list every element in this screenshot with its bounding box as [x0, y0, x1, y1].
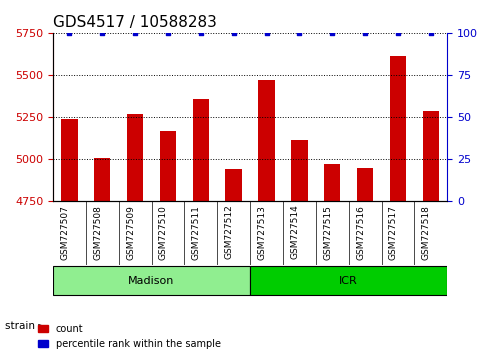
Bar [324, 164, 341, 201]
Text: GSM727517: GSM727517 [389, 205, 398, 259]
Bar [357, 168, 373, 201]
Point [263, 30, 271, 35]
Text: GSM727512: GSM727512 [225, 205, 234, 259]
Bar [423, 111, 439, 201]
Point [427, 30, 435, 35]
Point [197, 30, 205, 35]
Text: GSM727516: GSM727516 [356, 205, 365, 259]
Text: ICR: ICR [339, 276, 358, 286]
FancyBboxPatch shape [250, 267, 447, 295]
Bar [193, 99, 209, 201]
Point [328, 30, 336, 35]
Bar [61, 119, 77, 201]
Point [164, 30, 172, 35]
Text: GSM727507: GSM727507 [61, 205, 70, 259]
Text: GSM727515: GSM727515 [323, 205, 332, 259]
Text: Madison: Madison [128, 276, 175, 286]
Point [98, 30, 106, 35]
Text: GSM727509: GSM727509 [126, 205, 135, 259]
Bar [160, 131, 176, 201]
Bar [390, 56, 406, 201]
Text: GSM727510: GSM727510 [159, 205, 168, 259]
Text: GDS4517 / 10588283: GDS4517 / 10588283 [53, 15, 217, 30]
Bar [127, 114, 143, 201]
Legend: count, percentile rank within the sample: count, percentile rank within the sample [35, 320, 225, 353]
Bar [291, 140, 308, 201]
Point [131, 30, 139, 35]
Text: strain ►: strain ► [5, 321, 46, 331]
Bar [94, 158, 110, 201]
Point [66, 30, 73, 35]
Text: GSM727508: GSM727508 [93, 205, 102, 259]
Point [361, 30, 369, 35]
Point [394, 30, 402, 35]
Text: GSM727518: GSM727518 [422, 205, 431, 259]
Text: GSM727511: GSM727511 [192, 205, 201, 259]
Bar [258, 80, 275, 201]
Text: GSM727514: GSM727514 [290, 205, 299, 259]
Point [230, 30, 238, 35]
Point [295, 30, 303, 35]
Text: GSM727513: GSM727513 [257, 205, 267, 259]
FancyBboxPatch shape [53, 267, 250, 295]
Bar [225, 170, 242, 201]
